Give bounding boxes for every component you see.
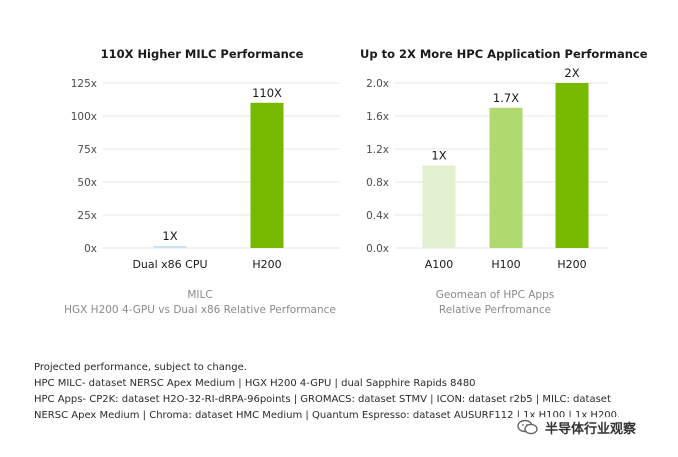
chart2-category-label: H200	[557, 258, 586, 271]
wechat-icon	[517, 419, 539, 435]
chart1-bar	[250, 102, 284, 248]
chart2-category-label: H100	[491, 258, 520, 271]
chart1-category-label: Dual x86 CPU	[132, 258, 207, 271]
chart1-caption: MILC HGX H200 4-GPU vs Dual x86 Relative…	[40, 288, 360, 318]
footnote-line: HPC MILC- dataset NERSC Apex Medium | HG…	[34, 378, 476, 389]
chart1-ytick-label: 0x	[84, 243, 97, 255]
chart2-bar	[555, 83, 589, 248]
chart2-ytick-label: 1.2x	[366, 144, 389, 156]
footnote-line: NERSC Apex Medium | Chroma: dataset HMC …	[34, 410, 621, 421]
chart2-ytick-label: 0.4x	[366, 210, 389, 222]
chart1-bar	[153, 246, 187, 248]
chart1-category-label: H200	[252, 258, 281, 271]
chart1-caption-line1: MILC	[187, 289, 213, 301]
chart2-title: Up to 2X More HPC Application Performanc…	[360, 47, 648, 61]
chart2-category-label: A100	[425, 258, 454, 271]
watermark: 半导体行业观察	[513, 417, 641, 437]
chart1-title: 110X Higher MILC Performance	[100, 47, 304, 61]
chart1-caption-line2: HGX H200 4-GPU vs Dual x86 Relative Perf…	[64, 304, 336, 316]
chart1-ytick-label: 125x	[71, 78, 97, 90]
chart2-data-label: 1.7X	[493, 91, 519, 105]
footnotes: Projected performance, subject to change…	[34, 360, 620, 424]
chart1-data-label: 110X	[252, 86, 282, 100]
footnote-line: Projected performance, subject to change…	[34, 362, 247, 373]
chart2-caption-line2: Relative Perfromance	[438, 304, 552, 316]
watermark-text: 半导体行业观察	[545, 421, 637, 437]
chart2-data-label: 2X	[564, 66, 579, 80]
chart2-ytick-label: 2.0x	[366, 78, 389, 90]
chart1-ytick-label: 50x	[77, 177, 97, 189]
chart1-ytick-label: 75x	[77, 144, 97, 156]
chart2-bar	[422, 165, 456, 248]
chart2-bar	[489, 107, 523, 248]
chart1-data-label: 1X	[162, 229, 177, 243]
footnote-line: HPC Apps- CP2K: dataset H2O-32-RI-dRPA-9…	[34, 394, 611, 405]
chart2-data-label: 1X	[431, 149, 446, 163]
chart2-plot: 0.0x 0.4x 0.8x 1.2x 1.6x 2.0x 1X A100 1.7X H100 2X…	[366, 66, 608, 271]
chart2-ytick-label: 1.6x	[366, 111, 389, 123]
chart2-ytick-label: 0.0x	[366, 243, 389, 255]
chart1-ytick-label: 100x	[71, 111, 97, 123]
chart2-caption-line1: Geomean of HPC Apps	[435, 289, 555, 301]
chart1-plot: 0x 25x 50x 75x 100x 125x 1X Dual x86 CPU 110X H20…	[71, 78, 340, 271]
chart1-ytick-label: 25x	[77, 210, 97, 222]
chart2-caption: Geomean of HPC Apps Relative Perfromance	[390, 288, 600, 318]
chart2-ytick-label: 0.8x	[366, 177, 389, 189]
